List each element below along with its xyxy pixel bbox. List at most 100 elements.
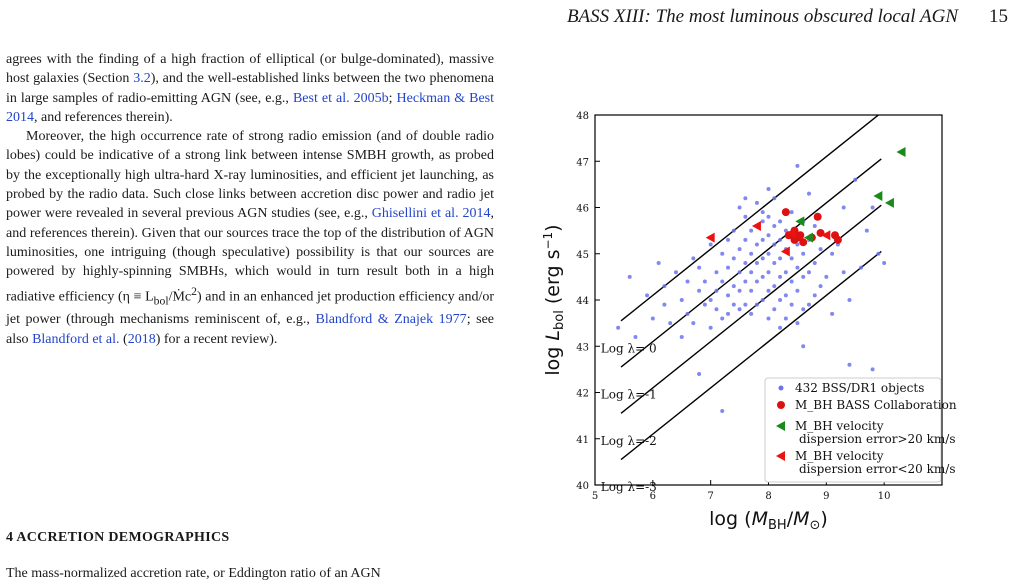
plot-area: Log λ= 0 Log λ=-1 Log λ=-2 Log λ=-35 6 7 8 9 10 4…	[541, 111, 957, 533]
data-point	[884, 197, 894, 208]
legend-marker	[776, 451, 785, 461]
data-point	[749, 251, 754, 256]
data-point	[754, 242, 759, 247]
data-point	[789, 279, 794, 284]
data-point	[726, 237, 731, 242]
data-point	[749, 288, 754, 293]
text-run: Moreover, the high occurrence rate of st…	[6, 129, 494, 222]
data-point	[789, 256, 794, 261]
data-point	[778, 237, 783, 242]
citation-link[interactable]: 3.2	[133, 71, 151, 87]
data-point	[873, 190, 883, 201]
data-point	[743, 302, 748, 307]
data-point	[772, 242, 777, 247]
data-point	[870, 367, 875, 372]
data-point	[786, 227, 796, 238]
data-point	[812, 293, 817, 298]
y-tick-label: 42	[576, 389, 589, 400]
data-point	[662, 284, 667, 289]
data-point	[708, 242, 713, 247]
subscript: bol	[153, 294, 169, 308]
citation-link[interactable]: 2018	[127, 331, 156, 347]
data-point	[754, 302, 759, 307]
citation-link[interactable]: Blandford & Znajek 1977	[315, 312, 467, 328]
data-point	[691, 256, 696, 261]
data-point	[705, 232, 715, 243]
eddington-line-label: Log λ=-2	[601, 434, 657, 448]
x-tick-label: 9	[823, 491, 829, 502]
running-title: BASS XIII: The most luminous obscured lo…	[566, 6, 958, 27]
data-point	[795, 163, 800, 168]
data-point	[743, 214, 748, 219]
eddington-line	[620, 158, 882, 368]
y-tick-label: 44	[576, 296, 589, 307]
data-point	[813, 212, 822, 221]
data-point	[749, 228, 754, 233]
y-tick-label: 43	[576, 342, 589, 353]
data-point	[801, 307, 806, 312]
text-column: agrees with the finding of a high fracti…	[6, 50, 494, 349]
data-point	[833, 235, 842, 244]
data-point	[702, 279, 707, 284]
data-point	[720, 316, 725, 321]
data-point	[766, 288, 771, 293]
data-point	[859, 265, 864, 270]
data-point	[812, 224, 817, 228]
data-point	[737, 205, 742, 210]
data-point	[824, 274, 829, 279]
data-point	[708, 325, 713, 330]
legend-entry: dispersion error<20 km/s	[799, 462, 956, 476]
y-tick-label: 41	[576, 435, 589, 446]
y-tick-label: 45	[576, 250, 589, 261]
data-point	[801, 274, 806, 279]
data-point	[714, 288, 719, 293]
legend-box	[764, 377, 942, 483]
legend-marker	[778, 385, 784, 391]
text-run: , and references therein).	[34, 109, 173, 125]
data-point	[760, 256, 765, 261]
y-tick-label: 47	[576, 157, 589, 168]
running-header: BASS XIII: The most luminous obscured lo…	[0, 6, 1016, 32]
data-point	[737, 270, 742, 275]
legend-marker	[776, 421, 785, 431]
data-point	[633, 335, 638, 339]
x-tick-label: 10	[878, 491, 891, 502]
data-point	[731, 302, 736, 307]
data-point	[679, 298, 684, 302]
paragraph-2: Moreover, the high occurrence rate of st…	[6, 127, 494, 349]
data-point	[812, 261, 817, 265]
data-point	[806, 302, 811, 307]
legend-entry: M_BH velocity	[795, 449, 884, 463]
data-point	[766, 251, 771, 256]
section-heading: 4 ACCRETION DEMOGRAPHICS	[6, 530, 230, 545]
x-axis-label: log (MBH/M⊙)	[709, 508, 828, 533]
data-point	[754, 279, 759, 284]
citation-link[interactable]: Heckman & Best 2014	[6, 90, 495, 125]
data-point	[853, 177, 858, 182]
eddington-line-label: Log λ=-1	[601, 388, 657, 402]
data-point	[783, 270, 788, 275]
data-point	[772, 224, 777, 228]
data-point	[743, 261, 748, 265]
data-point	[754, 200, 759, 205]
data-point	[685, 279, 690, 284]
data-point	[627, 274, 632, 279]
data-point	[673, 270, 678, 275]
data-point	[697, 372, 702, 376]
data-point	[737, 247, 742, 252]
text-run: ), and the well-established links betwee…	[6, 71, 494, 106]
data-point	[720, 279, 725, 284]
text-run: ) for a recent review).	[155, 331, 278, 347]
data-point	[783, 316, 788, 321]
data-point	[743, 196, 748, 201]
text-run: ) and in an enhanced jet production effi…	[6, 289, 494, 328]
x-tick-label: 5	[592, 491, 598, 502]
citation-link[interactable]: Blandford et al.	[32, 331, 120, 347]
text-run: ;	[388, 90, 397, 106]
data-point	[766, 270, 771, 275]
citation-link[interactable]: Ghisellini et al. 2014	[371, 206, 491, 222]
data-point	[806, 270, 811, 275]
citation-link[interactable]: Best et al. 2005b	[292, 90, 389, 106]
data-point	[720, 409, 725, 413]
text-run: agrees with the finding of a high fracti…	[6, 52, 494, 87]
